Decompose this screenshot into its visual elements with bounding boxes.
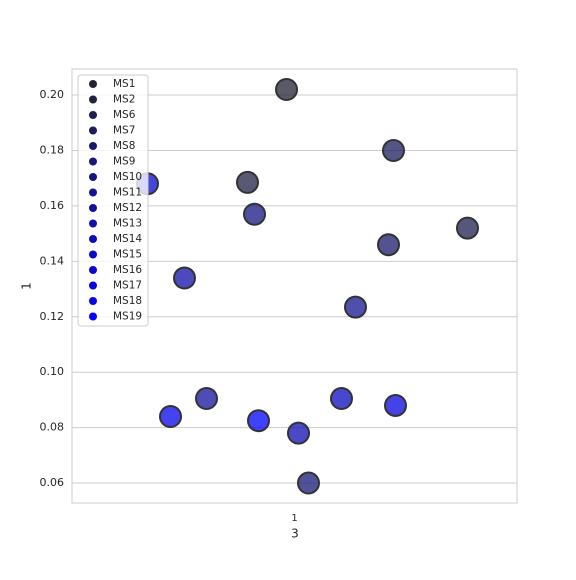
legend-marker	[89, 173, 97, 181]
legend-marker	[89, 250, 97, 259]
plot-frame	[71, 68, 518, 504]
y-tick-label: 0.10	[40, 365, 65, 378]
legend-label: MS6	[113, 109, 136, 121]
legend-marker	[89, 297, 97, 305]
point	[243, 202, 266, 226]
point	[384, 393, 407, 417]
point	[287, 421, 310, 445]
legend-label: MS18	[113, 295, 142, 307]
y-tick-label: 0.06	[40, 476, 65, 489]
y-tick-label: 0.08	[40, 421, 65, 434]
point	[195, 387, 218, 411]
point	[330, 387, 353, 411]
legend-label: MS15	[113, 249, 142, 261]
y-tick-label: 0.18	[40, 143, 65, 156]
legend-marker	[89, 111, 97, 119]
point	[456, 216, 479, 240]
legend-label: MS7	[113, 125, 135, 137]
legend-marker	[89, 204, 97, 212]
legend-label: MS17	[113, 280, 142, 292]
y-tick-label: 0.12	[40, 310, 65, 323]
y-axis-label: 1	[20, 282, 34, 290]
legend-marker	[89, 219, 97, 228]
legend-marker	[89, 266, 97, 274]
point	[344, 295, 367, 319]
legend-marker	[89, 126, 97, 135]
point	[275, 78, 298, 102]
legend-label: MS1	[113, 78, 135, 90]
y-tick-label: 0.20	[40, 88, 65, 101]
legend-marker	[89, 281, 97, 290]
legend-label: MS13	[113, 218, 142, 230]
y-tick-label: 0.14	[40, 254, 65, 267]
legend-box	[77, 74, 149, 327]
legend-label: MS2	[113, 94, 135, 106]
legend-label: MS9	[113, 156, 135, 168]
legend-label: MS11	[113, 187, 142, 199]
x-axis-label: 3	[291, 527, 299, 541]
point	[173, 266, 196, 290]
legend-marker	[89, 312, 97, 321]
y-tick-label: 0.16	[40, 199, 65, 212]
legend-marker	[89, 157, 97, 166]
legend-label: MS16	[113, 264, 142, 276]
legend-label: MS14	[113, 233, 142, 245]
legend-marker	[89, 80, 97, 88]
point	[297, 471, 320, 495]
x-tick-label: 1	[291, 513, 297, 524]
legend-label: MS12	[113, 202, 142, 214]
legend: MS1 MS2 MS6 MS7 MS8 MS9 MS10 MS11 MS12 MS13 MS14 MS…	[77, 74, 149, 327]
legend-label: MS19	[113, 311, 142, 323]
legend-marker	[89, 95, 97, 104]
point	[382, 138, 405, 162]
legend-label: MS10	[113, 171, 142, 183]
point	[247, 409, 270, 433]
point	[236, 170, 259, 194]
point	[159, 405, 182, 429]
legend-marker	[89, 188, 97, 197]
legend-marker	[89, 235, 97, 243]
legend-marker	[89, 142, 97, 150]
legend-label: MS8	[113, 140, 135, 152]
point	[377, 233, 400, 257]
